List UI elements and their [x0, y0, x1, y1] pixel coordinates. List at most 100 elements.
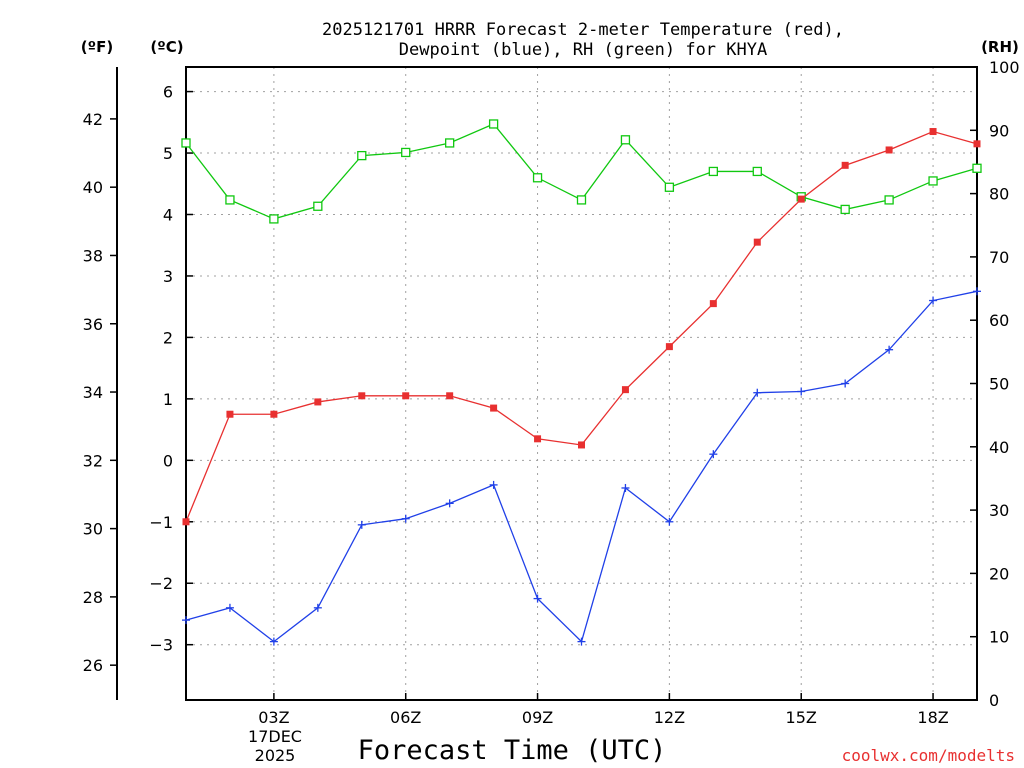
rh-point — [840, 204, 850, 215]
temperature-point — [578, 441, 585, 449]
temperature-point — [314, 398, 322, 406]
x-tick-label: 15Z — [786, 708, 817, 727]
rh-point — [752, 166, 762, 177]
fahrenheit-tick-label: 38 — [83, 246, 103, 265]
rh-point — [708, 166, 718, 177]
celsius-tick-label: −3 — [149, 636, 173, 655]
rh-point — [488, 119, 499, 129]
temperature-point — [358, 392, 366, 400]
celsius-tick-label: 2 — [163, 328, 173, 347]
rh-tick-label: 20 — [989, 564, 1009, 583]
dewpoint-point — [445, 499, 454, 508]
rh-point — [576, 195, 587, 205]
tick-labels: −3−2−10123456262830323436384042010203040… — [83, 58, 1020, 727]
grid-lines — [186, 67, 977, 700]
temperature-point — [446, 392, 454, 400]
chart-subtitle: Dewpoint (blue), RH (green) for KHYA — [399, 40, 767, 60]
rh-point — [357, 150, 367, 161]
dewpoint-point — [753, 388, 762, 397]
celsius-tick-label: 4 — [163, 205, 173, 224]
celsius-tick-label: 6 — [163, 83, 173, 102]
dewpoint-point — [665, 517, 674, 526]
temperature-point — [402, 392, 410, 400]
rh-tick-label: 80 — [989, 185, 1009, 204]
celsius-tick-label: −1 — [149, 513, 173, 532]
rh-tick-label: 0 — [989, 691, 999, 710]
rh-point — [884, 195, 894, 205]
dewpoint-point — [929, 296, 938, 305]
rh-point — [620, 135, 631, 145]
rh-tick-label: 60 — [989, 311, 1009, 330]
fahrenheit-tick-label: 26 — [83, 656, 103, 675]
x-tick-label: 09Z — [522, 708, 553, 727]
rh-series — [181, 119, 982, 224]
dewpoint-point — [797, 387, 806, 396]
dewpoint-point — [709, 450, 718, 459]
temperature-point — [182, 518, 190, 526]
fahrenheit-tick-label: 40 — [83, 178, 103, 197]
rh-point — [445, 138, 455, 148]
temperature-point — [709, 300, 717, 308]
rh-tick-label: 50 — [989, 375, 1009, 394]
rh-tick-label: 10 — [989, 628, 1009, 647]
dewpoint-point — [577, 637, 586, 646]
plot-frame — [185, 66, 978, 701]
dewpoint-point — [621, 483, 630, 492]
rh-tick-label: 70 — [989, 248, 1009, 267]
fahrenheit-tick-label: 32 — [83, 451, 103, 470]
rh-point — [928, 176, 938, 186]
celsius-tick-label: 1 — [163, 390, 173, 409]
temperature-point — [270, 410, 278, 418]
celsius-tick-label: 3 — [163, 267, 173, 286]
celsius-axis-unit: (ºC) — [150, 38, 183, 56]
dewpoint-point — [841, 379, 850, 388]
dewpoint-point — [357, 520, 366, 529]
rh-point — [181, 138, 191, 148]
x-tick-label: 06Z — [390, 708, 421, 727]
x-tick-label: 18Z — [917, 708, 948, 727]
fahrenheit-tick-label: 34 — [83, 383, 103, 402]
dewpoint-point — [533, 594, 542, 603]
rh-tick-label: 40 — [989, 438, 1009, 457]
celsius-tick-label: 5 — [163, 144, 173, 163]
date-day-label: 17DEC — [248, 727, 302, 746]
date-year-label: 2025 — [255, 746, 296, 765]
celsius-tick-label: 0 — [163, 451, 173, 470]
rh-point — [313, 201, 323, 211]
fahrenheit-tick-label: 42 — [83, 110, 103, 129]
dewpoint-series — [182, 287, 981, 646]
temperature-point — [490, 404, 498, 412]
rh-point — [269, 214, 279, 224]
temperature-line — [185, 130, 978, 523]
rh-point — [972, 163, 982, 173]
rh-tick-label: 100 — [989, 58, 1020, 77]
x-tick-label: 03Z — [258, 708, 289, 727]
rh-point — [532, 173, 543, 183]
temperature-point — [841, 161, 849, 169]
dewpoint-point — [182, 616, 190, 625]
fahrenheit-tick-label: 36 — [83, 315, 103, 334]
celsius-tick-label: −2 — [149, 574, 173, 593]
dewpoint-point — [489, 480, 498, 489]
chart-title: 2025121701 HRRR Forecast 2-meter Tempera… — [322, 20, 844, 40]
rh-tick-label: 90 — [989, 121, 1009, 140]
temperature-point — [973, 140, 981, 148]
temperature-point — [621, 386, 629, 394]
fahrenheit-tick-label: 28 — [83, 588, 103, 607]
dewpoint-point — [269, 637, 278, 646]
temperature-point — [534, 435, 542, 443]
temperature-point — [753, 238, 761, 246]
temperature-point — [929, 128, 937, 136]
dewpoint-point — [225, 603, 234, 612]
rh-line — [185, 123, 978, 220]
temperature-point — [797, 195, 805, 203]
dewpoint-point — [313, 603, 322, 612]
dewpoint-point — [973, 287, 981, 296]
dewpoint-point — [885, 345, 894, 354]
temperature-point — [885, 146, 893, 154]
rh-axis-unit: (RH) — [981, 38, 1019, 56]
temperature-point — [226, 410, 234, 418]
temperature-series — [182, 128, 981, 526]
rh-point — [225, 195, 235, 205]
